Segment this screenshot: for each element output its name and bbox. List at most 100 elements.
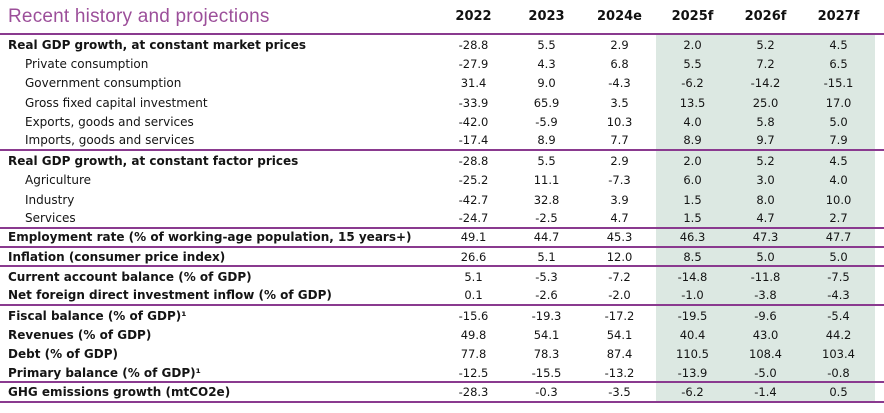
cell-value: 103.4: [802, 344, 875, 365]
cell-value: -7.5: [802, 267, 875, 287]
cell-value: -11.8: [729, 267, 802, 287]
cell-value: 110.5: [656, 344, 729, 365]
cell-value: -28.3: [458, 385, 489, 400]
cell-value: -7.3: [608, 173, 631, 188]
cell-value: 44.7: [533, 230, 560, 245]
cell-value: -14.2: [729, 73, 802, 94]
row-label: GHG emissions growth (mtCO2e): [8, 385, 231, 400]
cell-value: 25.0: [729, 93, 802, 113]
cell-value: 78.3: [533, 347, 560, 362]
cell-value: 3.0: [729, 170, 802, 190]
cell-value: -0.8: [802, 364, 875, 382]
cell-value: -28.8: [458, 153, 489, 168]
cell-value: 6.0: [656, 170, 729, 190]
cell-value: 5.0: [802, 112, 875, 132]
cell-value: -13.2: [604, 365, 635, 380]
year-column-header: 2025f: [671, 9, 714, 24]
cell-value: 10.3: [606, 115, 633, 130]
cell-value: 5.5: [537, 37, 556, 52]
cell-value: 5.5: [656, 54, 729, 74]
cell-value: -1.0: [656, 286, 729, 305]
cell-value: 12.0: [606, 249, 633, 264]
cell-value: 4.0: [802, 170, 875, 190]
table-title: Recent history and projections: [8, 5, 270, 27]
cell-value: -42.0: [458, 115, 489, 130]
cell-value: -5.0: [729, 364, 802, 382]
year-column-header: 2022: [455, 9, 492, 24]
row-label: Private consumption: [25, 57, 149, 72]
cell-value: 4.5: [802, 35, 875, 55]
cell-value: 47.7: [802, 228, 875, 246]
cell-value: 4.5: [802, 151, 875, 171]
cell-value: 2.9: [610, 153, 629, 168]
cell-value: 26.6: [460, 249, 487, 264]
cell-value: 47.3: [729, 228, 802, 246]
cell-value: -2.5: [535, 210, 558, 225]
table-row: Agriculture -25.2 11.1 -7.3 6.0 3.0 4.0: [0, 170, 884, 190]
cell-value: 44.2: [802, 325, 875, 345]
cell-value: -19.3: [531, 308, 562, 323]
cell-value: 13.5: [656, 93, 729, 113]
cell-value: -4.3: [802, 286, 875, 305]
cell-value: -2.6: [535, 288, 558, 303]
cell-value: 2.0: [656, 35, 729, 55]
cell-value: 49.8: [460, 328, 487, 343]
cell-value: 5.8: [729, 112, 802, 132]
table-row: Current account balance (% of GDP) 5.1 -…: [0, 267, 884, 287]
cell-value: -5.9: [535, 115, 558, 130]
cell-value: 5.2: [729, 35, 802, 55]
table-row: Revenues (% of GDP) 49.8 54.1 54.1 40.4 …: [0, 325, 884, 345]
cell-value: -7.2: [608, 269, 631, 284]
cell-value: -5.3: [535, 269, 558, 284]
cell-value: -15.5: [531, 365, 562, 380]
cell-value: -9.6: [729, 306, 802, 326]
row-label: Inflation (consumer price index): [8, 249, 226, 264]
cell-value: -12.5: [458, 365, 489, 380]
cell-value: 7.2: [729, 54, 802, 74]
row-label: Employment rate (% of working-age popula…: [8, 230, 412, 245]
table-row: Real GDP growth, at constant factor pric…: [0, 151, 884, 171]
cell-value: 5.1: [537, 249, 556, 264]
cell-value: 5.0: [729, 247, 802, 266]
cell-value: 17.0: [802, 93, 875, 113]
row-label: Government consumption: [25, 76, 182, 91]
cell-value: 9.0: [537, 76, 556, 91]
year-column-header: 2027f: [817, 9, 860, 24]
cell-value: 1.5: [656, 189, 729, 210]
cell-value: -33.9: [458, 95, 489, 110]
cell-value: 49.1: [460, 230, 487, 245]
cell-value: -27.9: [458, 57, 489, 72]
cell-value: -42.7: [458, 192, 489, 207]
row-label: Exports, goods and services: [25, 115, 194, 130]
cell-value: 6.8: [610, 57, 629, 72]
cell-value: 65.9: [533, 95, 560, 110]
cell-value: -3.5: [608, 385, 631, 400]
cell-value: 43.0: [729, 325, 802, 345]
cell-value: 7.9: [802, 131, 875, 150]
cell-value: -3.8: [729, 286, 802, 305]
table-body: Real GDP growth, at constant market pric…: [0, 35, 884, 403]
cell-value: 8.5: [656, 247, 729, 266]
cell-value: 45.3: [606, 230, 633, 245]
cell-value: 6.5: [802, 54, 875, 74]
cell-value: 5.5: [537, 153, 556, 168]
cell-value: 4.7: [729, 209, 802, 227]
cell-value: -6.2: [656, 73, 729, 94]
cell-value: -17.2: [604, 308, 635, 323]
row-label: Gross fixed capital investment: [25, 95, 208, 110]
cell-value: 5.0: [802, 247, 875, 266]
row-label: Fiscal balance (% of GDP)¹: [8, 308, 187, 323]
table-row: Inflation (consumer price index) 26.6 5.…: [0, 247, 884, 268]
cell-value: 77.8: [460, 347, 487, 362]
table-row: Services -24.7 -2.5 4.7 1.5 4.7 2.7: [0, 209, 884, 229]
cell-value: 7.7: [610, 133, 629, 148]
cell-value: 54.1: [533, 328, 560, 343]
cell-value: 40.4: [656, 325, 729, 345]
table-row: Debt (% of GDP) 77.8 78.3 87.4 110.5 108…: [0, 344, 884, 365]
cell-value: -1.4: [729, 383, 802, 401]
table-row: Fiscal balance (% of GDP)¹ -15.6 -19.3 -…: [0, 306, 884, 326]
cell-value: 54.1: [606, 328, 633, 343]
cell-value: -2.0: [608, 288, 631, 303]
cell-value: -0.3: [535, 385, 558, 400]
cell-value: -14.8: [656, 267, 729, 287]
